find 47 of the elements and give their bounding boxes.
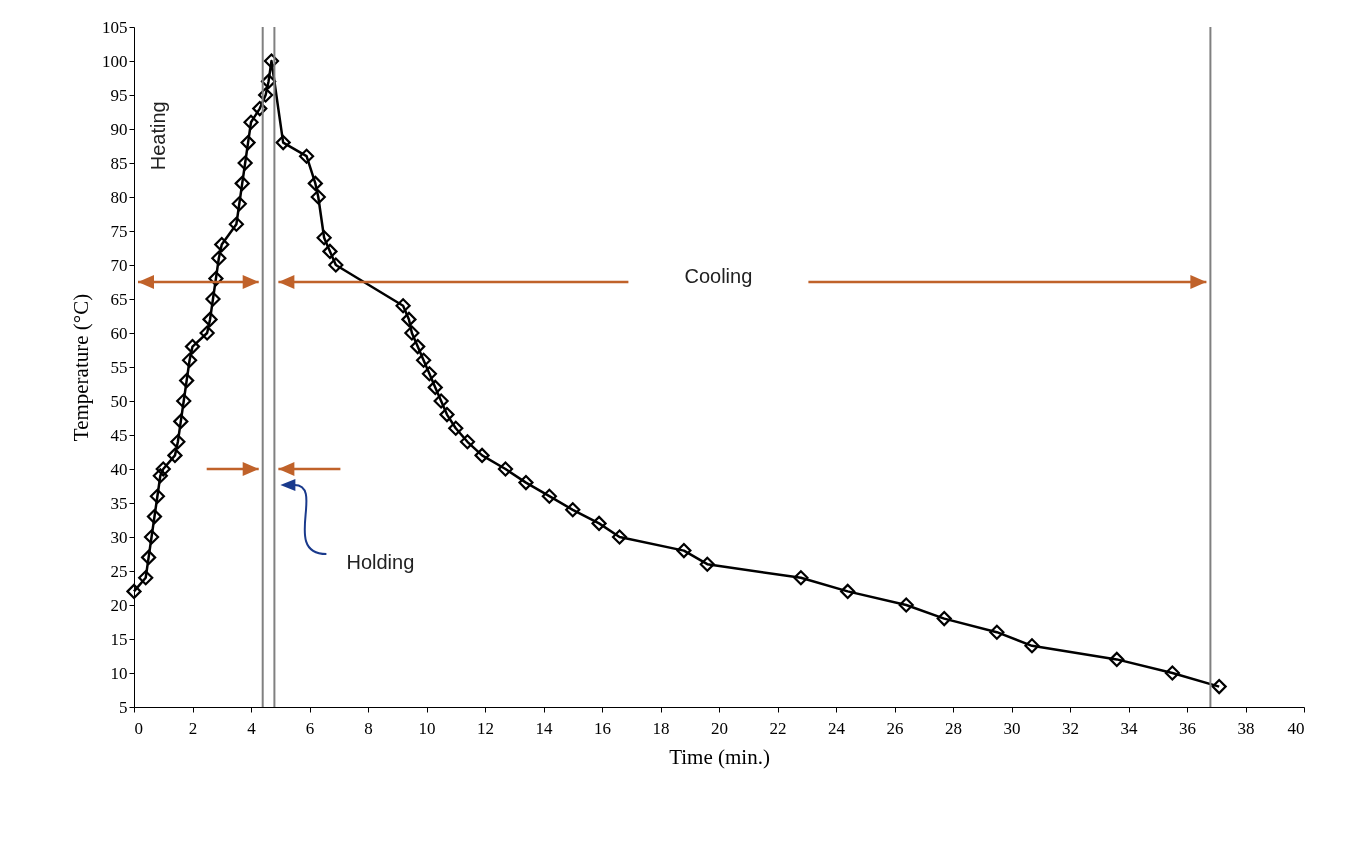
y-tick-label: 20	[110, 595, 128, 615]
y-tick-label: 15	[110, 629, 128, 649]
y-tick-label: 100	[102, 51, 128, 71]
x-tick-label: 32	[1062, 718, 1079, 738]
y-tick-label: 50	[110, 391, 128, 411]
annotation: Heating	[147, 101, 170, 171]
x-tick-label: 8	[364, 718, 373, 738]
y-tick-label: 75	[110, 221, 128, 241]
x-tick-label: 12	[477, 718, 494, 738]
y-tick-label: 70	[110, 255, 128, 275]
y-tick-label: 40	[110, 459, 128, 479]
x-tick-label: 10	[418, 718, 436, 738]
x-tick-label: 18	[652, 718, 670, 738]
x-tick-label: 40	[1287, 718, 1305, 738]
x-tick-label: 26	[886, 718, 904, 738]
y-tick-label: 80	[110, 187, 128, 207]
y-tick-label: 95	[110, 85, 128, 105]
x-tick-label: 16	[594, 718, 611, 738]
y-tick-label: 35	[110, 493, 128, 513]
x-tick-label: 30	[1003, 718, 1021, 738]
x-tick-label: 20	[711, 718, 728, 738]
x-tick-label: 36	[1179, 718, 1196, 738]
y-tick-label: 105	[102, 17, 128, 37]
x-tick-label: 2	[188, 718, 198, 738]
y-tick-label: 10	[110, 663, 128, 683]
y-tick-label: 55	[110, 357, 128, 377]
annotation: Holding	[346, 551, 415, 574]
x-tick-label: 38	[1237, 718, 1255, 738]
x-tick-label: 4	[247, 718, 257, 738]
x-tick-label: 6	[305, 718, 315, 738]
y-tick-label: 25	[110, 561, 128, 581]
y-tick-label: 5	[119, 697, 128, 717]
y-tick-label: 65	[110, 289, 128, 309]
y-axis-title: Temperature (°C)	[69, 293, 93, 442]
x-tick-label: 14	[535, 718, 553, 738]
x-tick-label: 28	[945, 718, 962, 738]
annotation: Cooling	[684, 265, 753, 288]
y-tick-label: 90	[110, 119, 128, 139]
y-tick-label: 85	[110, 153, 128, 173]
x-tick-label: 34	[1120, 718, 1138, 738]
x-tick-label: 0	[134, 718, 143, 738]
y-tick-label: 30	[110, 527, 128, 547]
y-tick-label: 60	[110, 323, 128, 343]
x-tick-label: 24	[828, 718, 846, 738]
y-tick-label: 45	[110, 425, 128, 445]
x-tick-label: 22	[769, 718, 787, 738]
x-axis-title: Time (min.)	[669, 744, 770, 769]
